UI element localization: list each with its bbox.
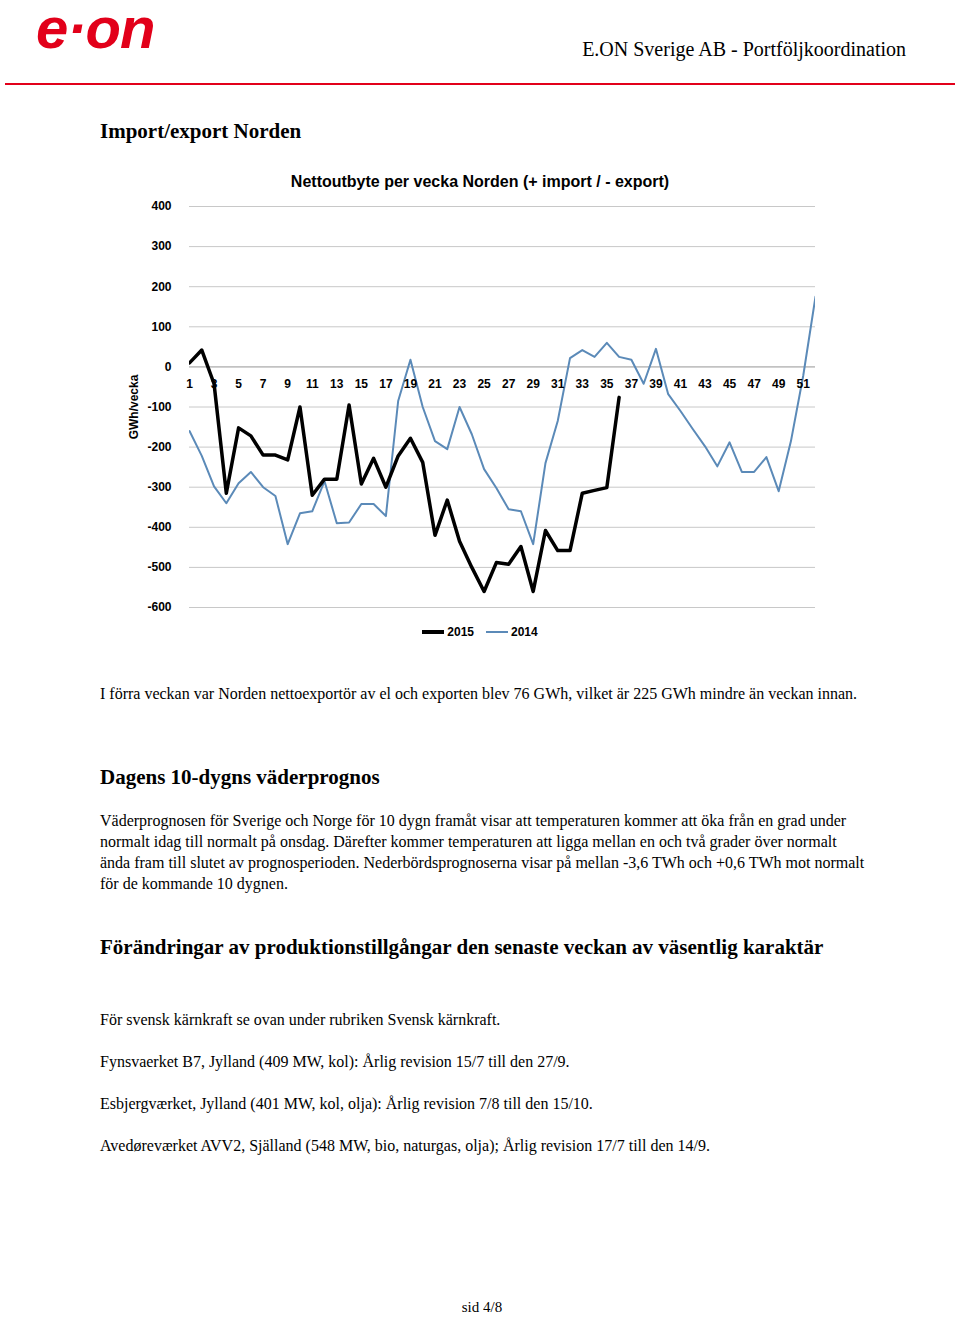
svg-text:21: 21: [428, 377, 442, 391]
svg-text:-300: -300: [147, 480, 171, 494]
html-text:Import/export Norden: Import/export Norden: [100, 119, 302, 143]
html-text:För svensk kärnkraft se ovan u: För svensk kärnkraft se ovan under rubri…: [100, 1011, 501, 1028]
html-text:Väderprognosen för Sverige och: Väderprognosen för Sverige och Norge för…: [100, 812, 865, 892]
svg-text:GWh/vecka: GWh/vecka: [127, 374, 141, 439]
svg-text:37: 37: [625, 377, 639, 391]
html-text:2014: 2014: [511, 625, 538, 639]
svg-text:-100: -100: [147, 400, 171, 414]
svg-text:43: 43: [698, 377, 712, 391]
html-text:Nettoutbyte per vecka Norden (: Nettoutbyte per vecka Norden (+ import /…: [290, 173, 670, 190]
html-text:E.ON Sverige AB - Portföljkoor: E.ON Sverige AB - Portföljkoordination: [582, 38, 906, 60]
svg-text:15: 15: [355, 377, 369, 391]
svg-text:31: 31: [551, 377, 565, 391]
svg-text:-600: -600: [147, 600, 171, 614]
svg-text:19: 19: [404, 377, 418, 391]
html-text:Esbjergværket, Jylland (401 MW: Esbjergværket, Jylland (401 MW, kol, olj…: [100, 1095, 593, 1112]
html-text:Fynsvaerket B7, Jylland (409 M: Fynsvaerket B7, Jylland (409 MW, kol): Å…: [100, 1053, 570, 1070]
html-text:Förändringar av produktionstil: Förändringar av produktionstillgångar de…: [100, 935, 824, 959]
svg-text:5: 5: [235, 377, 242, 391]
svg-text:35: 35: [600, 377, 614, 391]
html-text:I förra veckan var Norden nett: I förra veckan var Norden nettoexportör …: [100, 685, 858, 702]
svg-text:9: 9: [284, 377, 291, 391]
svg-text:13: 13: [330, 377, 344, 391]
svg-text:45: 45: [723, 377, 737, 391]
svg-text:33: 33: [576, 377, 590, 391]
svg-text:23: 23: [453, 377, 467, 391]
svg-text:1: 1: [186, 377, 193, 391]
html-text:2015: 2015: [447, 625, 474, 639]
html-text:Dagens 10-dygns väderprognos: Dagens 10-dygns väderprognos: [100, 765, 380, 789]
svg-text:3: 3: [211, 377, 218, 391]
svg-text:41: 41: [674, 377, 688, 391]
svg-text:11: 11: [306, 377, 319, 391]
svg-text:27: 27: [502, 377, 516, 391]
svg-text:17: 17: [379, 377, 393, 391]
svg-text:200: 200: [151, 280, 171, 294]
html-text:sid 4/8: sid 4/8: [461, 1299, 503, 1315]
svg-text:51: 51: [797, 377, 811, 391]
svg-text:29: 29: [527, 377, 541, 391]
svg-text:100: 100: [151, 320, 171, 334]
svg-text:400: 400: [151, 199, 171, 213]
svg-text:0: 0: [165, 360, 172, 374]
svg-text:-400: -400: [147, 520, 171, 534]
html-text:Avedøreværket AVV2, Själland (: Avedøreværket AVV2, Själland (548 MW, bi…: [100, 1137, 710, 1154]
svg-text:47: 47: [747, 377, 761, 391]
svg-text:7: 7: [260, 377, 267, 391]
svg-text:-500: -500: [147, 560, 171, 574]
svg-text:300: 300: [151, 239, 171, 253]
svg-text:25: 25: [477, 377, 491, 391]
svg-text:39: 39: [649, 377, 663, 391]
svg-text:49: 49: [772, 377, 786, 391]
svg-text:-200: -200: [147, 440, 171, 454]
